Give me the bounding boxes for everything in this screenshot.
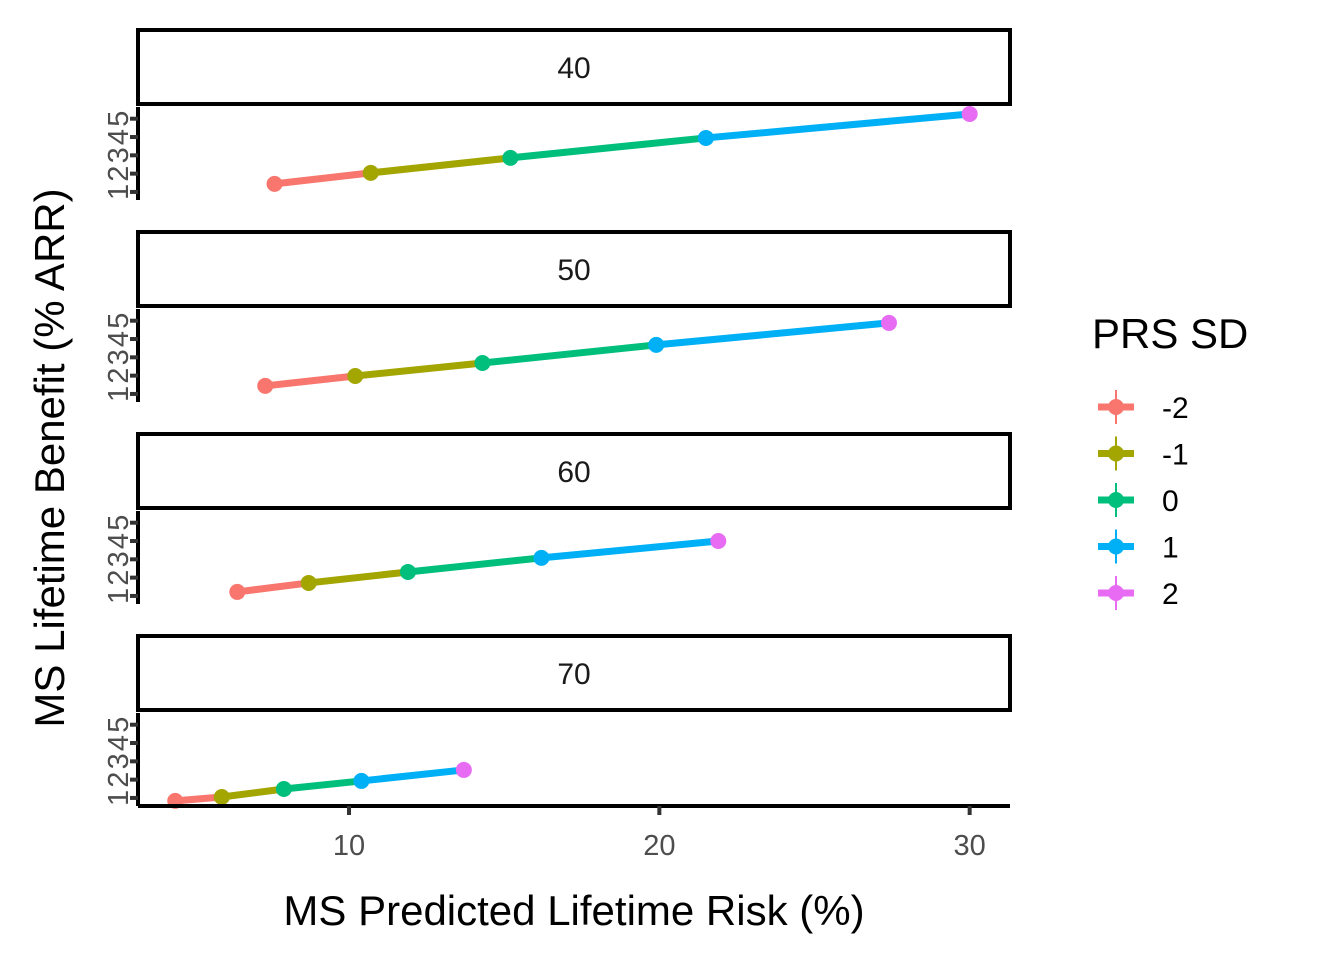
x-tick-label: 30 bbox=[954, 830, 986, 862]
y-tick-label: 4 bbox=[103, 533, 135, 549]
series-segment-prs-0 bbox=[482, 341, 657, 367]
legend-key-point bbox=[1108, 445, 1124, 462]
legend-label: 1 bbox=[1162, 532, 1179, 565]
data-point-prs-1 bbox=[697, 129, 714, 146]
legend-item-2: 2 bbox=[1098, 576, 1179, 611]
data-point-prs--1 bbox=[347, 368, 364, 385]
facet-strip-label: 50 bbox=[557, 254, 590, 287]
x-axis: 10 20 30 bbox=[138, 804, 1010, 862]
y-tick-label: 5 bbox=[103, 515, 135, 531]
data-point-prs-0 bbox=[474, 355, 491, 372]
y-tick-label: 1 bbox=[103, 386, 135, 402]
legend-label: 2 bbox=[1162, 578, 1179, 611]
series-segment-prs-1 bbox=[705, 110, 970, 142]
facet-strip bbox=[136, 230, 1012, 308]
y-tick-label: 2 bbox=[103, 570, 135, 586]
facet-strip bbox=[136, 432, 1012, 510]
facet-strip-label: 70 bbox=[557, 658, 590, 691]
facet-strip bbox=[136, 28, 1012, 106]
y-tick-label: 4 bbox=[103, 129, 135, 145]
series-segment-prs--2 bbox=[236, 579, 310, 596]
data-point-prs-2 bbox=[961, 105, 978, 122]
data-point-prs--2 bbox=[266, 175, 283, 192]
facet-strip-label: 60 bbox=[557, 456, 590, 489]
x-axis-title: MS Predicted Lifetime Risk (%) bbox=[283, 887, 864, 934]
y-tick-label: 5 bbox=[103, 717, 135, 733]
data-point-prs-0 bbox=[275, 780, 292, 797]
y-tick-label: 3 bbox=[103, 551, 135, 567]
data-point-prs--1 bbox=[362, 164, 379, 181]
y-tick-label: 4 bbox=[103, 331, 135, 347]
panels: 40 1 2 3 4 5 50 1 2 3 4 5 60 1 2 3 4 5 70 1 2 3 4 5 bbox=[103, 28, 1012, 809]
legend-key-point bbox=[1108, 538, 1124, 555]
data-point-prs-2 bbox=[880, 314, 897, 331]
data-point-prs-2 bbox=[710, 533, 727, 550]
series-segment-prs--1 bbox=[308, 568, 409, 587]
legend-item-1: 1 bbox=[1098, 529, 1179, 565]
facet-strip-label: 40 bbox=[557, 52, 590, 85]
data-point-prs--2 bbox=[229, 583, 246, 600]
series-segment-prs--1 bbox=[354, 359, 483, 380]
y-tick-label: 2 bbox=[103, 368, 135, 384]
series-segment-prs-1 bbox=[361, 766, 465, 785]
y-tick-label: 2 bbox=[103, 166, 135, 182]
data-point-prs--1 bbox=[213, 789, 230, 806]
facet-panel-70: 70 1 2 3 4 5 bbox=[103, 634, 1012, 809]
facet-panel-40: 40 1 2 3 4 5 bbox=[103, 28, 1012, 200]
legend-item--1: -1 bbox=[1098, 436, 1189, 472]
series-segment-prs-1 bbox=[541, 537, 719, 562]
legend: PRS SD -2 -1 0 1 2 bbox=[1092, 310, 1248, 611]
legend-key-point bbox=[1108, 492, 1124, 508]
series-segment-prs--2 bbox=[264, 372, 356, 390]
legend-label: -1 bbox=[1162, 439, 1189, 472]
y-tick-label: 3 bbox=[103, 349, 135, 365]
facet-panel-60: 60 1 2 3 4 5 bbox=[103, 432, 1012, 604]
data-point-prs-1 bbox=[533, 549, 550, 566]
data-point-prs--1 bbox=[300, 574, 317, 591]
y-tick-label: 1 bbox=[103, 184, 135, 200]
legend-item--2: -2 bbox=[1098, 390, 1189, 425]
data-point-prs-0 bbox=[399, 563, 416, 580]
series-segment-prs-0 bbox=[510, 134, 707, 162]
y-tick-label: 1 bbox=[103, 790, 135, 806]
legend-key-point bbox=[1108, 585, 1124, 601]
y-tick-label: 1 bbox=[103, 588, 135, 604]
data-point-prs--2 bbox=[257, 377, 274, 394]
data-point-prs-0 bbox=[502, 149, 519, 166]
legend-item-0: 0 bbox=[1098, 483, 1179, 518]
data-point-prs-1 bbox=[648, 336, 665, 353]
y-tick-label: 3 bbox=[103, 147, 135, 163]
legend-key-point bbox=[1108, 399, 1124, 415]
data-point-prs-1 bbox=[353, 772, 370, 789]
legend-label: 0 bbox=[1162, 485, 1179, 518]
x-tick-label: 20 bbox=[643, 830, 675, 862]
y-axis-title: MS Lifetime Benefit (% ARR) bbox=[26, 188, 73, 727]
series-segment-prs-0 bbox=[283, 777, 362, 793]
y-tick-label: 5 bbox=[103, 313, 135, 329]
y-tick-label: 2 bbox=[103, 772, 135, 788]
legend-label: -2 bbox=[1162, 392, 1189, 425]
y-tick-label: 4 bbox=[103, 735, 135, 751]
series-segment-prs--1 bbox=[370, 154, 511, 177]
series-segment-prs-0 bbox=[407, 554, 542, 576]
data-point-prs-2 bbox=[455, 761, 472, 778]
legend-title: PRS SD bbox=[1092, 310, 1248, 357]
series-segment-prs--2 bbox=[274, 169, 372, 188]
x-tick-label: 10 bbox=[333, 830, 365, 862]
series-segment-prs-1 bbox=[655, 319, 890, 349]
facet-strip bbox=[136, 634, 1012, 712]
facet-panel-50: 50 1 2 3 4 5 bbox=[103, 230, 1012, 402]
y-tick-label: 5 bbox=[103, 111, 135, 127]
series-segment-prs--1 bbox=[221, 785, 285, 801]
y-tick-label: 3 bbox=[103, 753, 135, 769]
